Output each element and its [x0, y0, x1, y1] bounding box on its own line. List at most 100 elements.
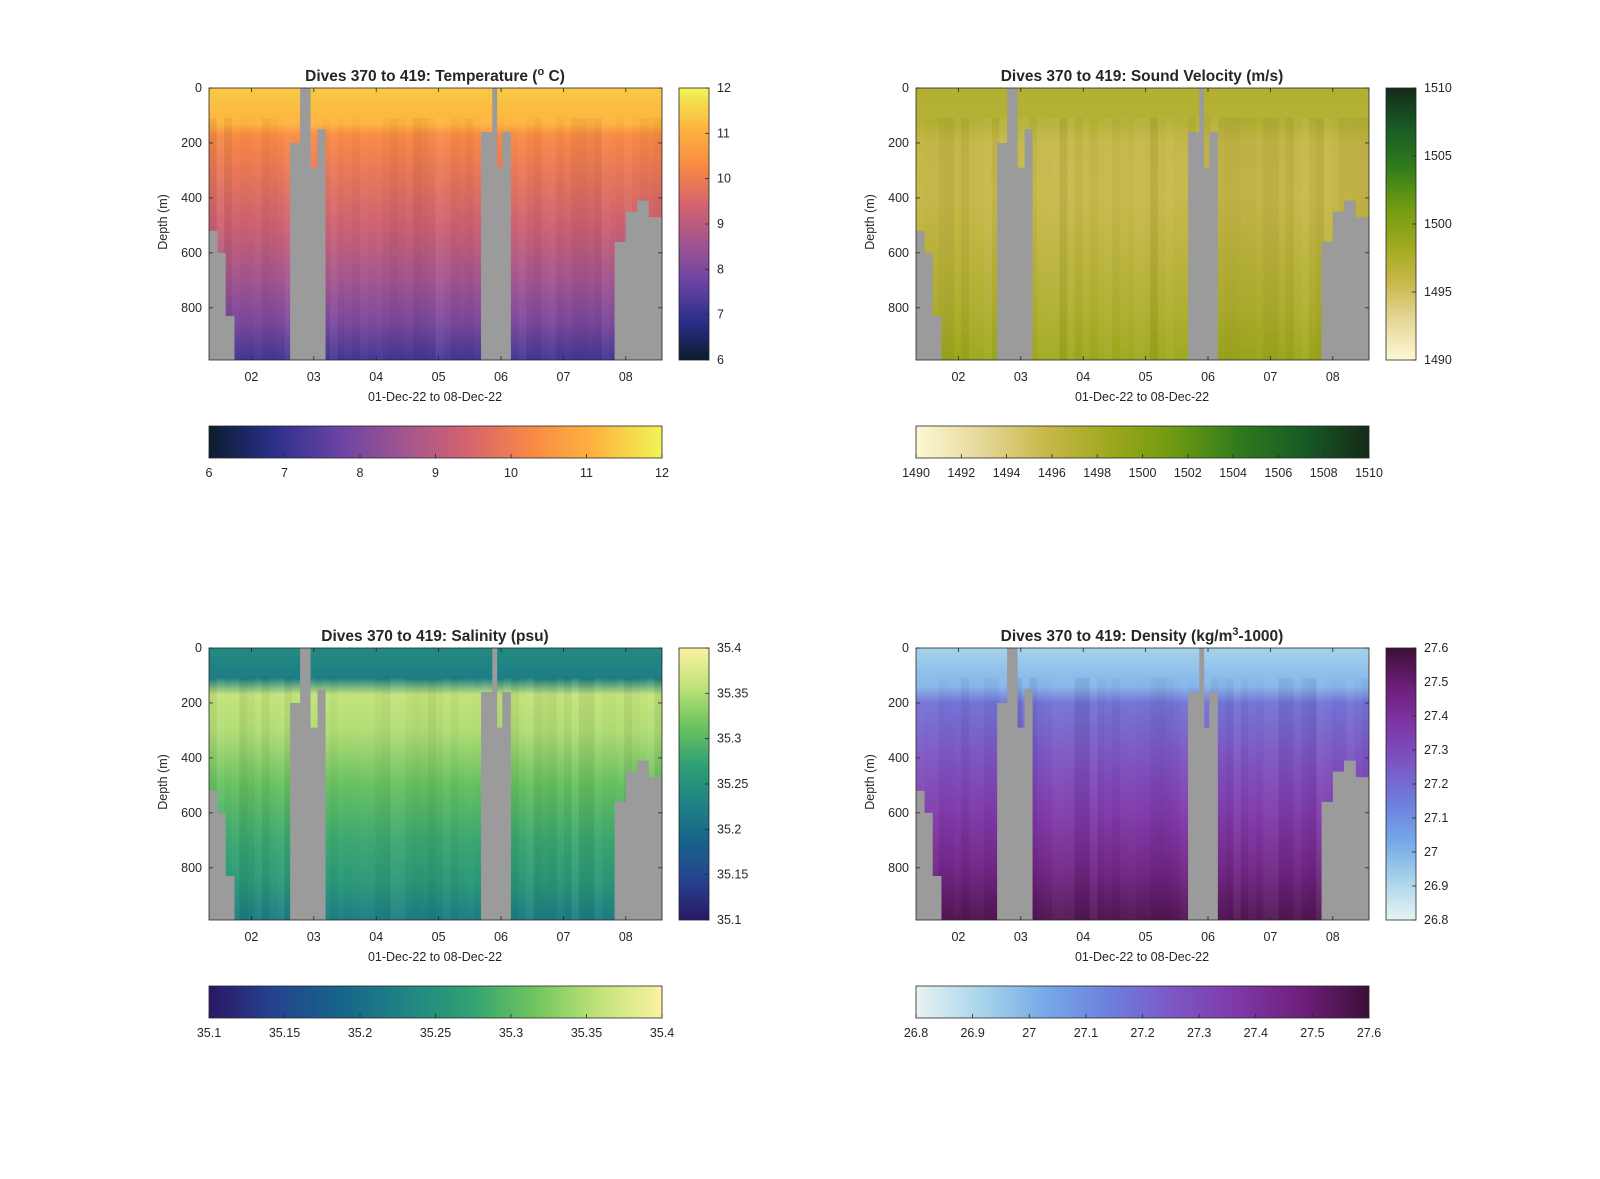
sound-velocity-x-tick-label: 02: [951, 370, 965, 384]
salinity-colorbar-right-tick-label: 35.1: [717, 913, 741, 927]
density-colorbar-bottom-tick-label: 27: [1022, 1026, 1036, 1040]
sound-velocity-colorbar-bottom-tick-label: 1510: [1355, 466, 1383, 480]
salinity-x-tick-label: 07: [556, 930, 570, 944]
salinity-nodata-gap: [648, 777, 663, 920]
salinity-x-tick-label: 06: [494, 930, 508, 944]
temperature-dive-column: [571, 118, 580, 360]
salinity-dive-column: [360, 678, 368, 920]
sound-velocity-dive-column: [1173, 118, 1181, 360]
sound-velocity-nodata-gap: [1332, 211, 1345, 360]
salinity-dive-column: [548, 678, 557, 920]
salinity-nodata-gap: [317, 689, 326, 920]
density-dive-column: [1120, 678, 1128, 920]
heatmap-density: 02 03 04 05 06 07 08 0 200 400 600 800 27.6 27.5 27.4 2…: [888, 641, 1448, 1040]
salinity-nodata-gap: [225, 876, 235, 920]
temperature-dive-column: [398, 118, 406, 360]
salinity-nodata-gap: [481, 691, 493, 920]
sound-velocity-dive-column: [1158, 118, 1166, 360]
salinity-colorbar-bottom: [208, 985, 663, 1019]
salinity-colorbar-bottom-tick-label: 35.35: [571, 1026, 602, 1040]
temperature-colorbar-right-tick-label: 7: [717, 308, 724, 322]
temperature-dive-column: [541, 118, 549, 360]
sound-velocity-nodata-gap: [924, 252, 933, 360]
density-y-tick-label: 200: [888, 696, 909, 710]
density-nodata-gap: [1007, 648, 1018, 920]
temperature-nodata-gap: [300, 88, 311, 360]
salinity-nodata-gap: [625, 771, 638, 920]
sound-velocity-x-tick-label: 05: [1139, 370, 1153, 384]
temperature-y-tick-label: 200: [181, 136, 202, 150]
density-dive-column: [1105, 678, 1113, 920]
density-colorbar-right-tick-label: 27.2: [1424, 777, 1448, 791]
salinity-x-tick-label: 08: [619, 930, 633, 944]
salinity-colorbar-bottom-tick-label: 35.3: [499, 1026, 523, 1040]
temperature-dive-column: [587, 118, 595, 360]
sound-velocity-colorbar-bottom-tick-label: 1500: [1129, 466, 1157, 480]
density-y-tick-label: 600: [888, 806, 909, 820]
density-nodata-gap: [1209, 691, 1218, 920]
density-dive-column: [1044, 678, 1052, 920]
temperature-dive-column: [578, 118, 587, 360]
salinity-dive-column: [276, 678, 285, 920]
temperature-dive-column: [269, 118, 277, 360]
temperature-dive-column: [534, 118, 542, 360]
sound-velocity-x-tick-label: 07: [1263, 370, 1277, 384]
temperature-dive-columns: [209, 118, 633, 360]
density-dive-column: [1029, 678, 1038, 920]
salinity-colorbar-right-tick-label: 35.2: [717, 822, 741, 836]
density-dive-column: [1256, 678, 1264, 920]
sound-velocity-y-tick-label: 200: [888, 136, 909, 150]
temperature-dive-column: [518, 118, 527, 360]
salinity-dive-column: [375, 678, 383, 920]
x-axis-label-sound-velocity: 01-Dec-22 to 08-Dec-22: [1075, 390, 1209, 404]
density-field: [916, 648, 1369, 920]
sound-velocity-dive-column: [946, 118, 955, 360]
salinity-nodata-gap: [310, 727, 319, 920]
salinity-y-tick-label: 800: [181, 861, 202, 875]
temperature-dive-column: [383, 118, 391, 360]
sound-velocity-x-tick-label: 04: [1076, 370, 1090, 384]
salinity-nodata-gap: [217, 812, 226, 920]
sound-velocity-dive-column: [1112, 118, 1120, 360]
salinity-colorbar-right-tick-label: 35.4: [717, 641, 741, 655]
salinity-dive-column: [269, 678, 277, 920]
sound-velocity-colorbar-right-tick-label: 1490: [1424, 353, 1452, 367]
temperature-nodata-gap: [290, 142, 301, 360]
salinity-dive-column: [458, 678, 466, 920]
density-nodata-gap: [932, 876, 942, 920]
temperature-x-tick-label: 06: [494, 370, 508, 384]
salinity-colorbar-bottom-tick-label: 35.2: [348, 1026, 372, 1040]
sound-velocity-colorbar-right: [1385, 87, 1417, 361]
temperature-dive-column: [239, 118, 247, 360]
salinity-nodata-gap: [492, 648, 498, 920]
salinity-colorbar-right-tick-label: 35.25: [717, 777, 748, 791]
temperature-axes-box: [208, 87, 663, 361]
density-dive-column: [1248, 678, 1256, 920]
salinity-x-tick-label: 02: [244, 930, 258, 944]
sound-velocity-dive-column: [1270, 118, 1279, 360]
heatmap-salinity: 02 03 04 05 06 07 08 0 200 400 600 800 35.4 35.35 35.3…: [181, 641, 748, 1040]
temperature-x-tick-label: 02: [244, 370, 258, 384]
temperature-colorbar-bottom-tick-label: 6: [206, 466, 213, 480]
salinity-dive-column: [443, 678, 451, 920]
density-colorbar-right: [1385, 647, 1417, 921]
density-x-tick-label: 02: [951, 930, 965, 944]
sound-velocity-nodata-gap: [1203, 167, 1210, 360]
salinity-dive-column: [284, 678, 293, 920]
sound-velocity-dive-column: [1051, 118, 1060, 360]
salinity-dive-column: [368, 678, 376, 920]
density-dive-column: [954, 678, 962, 920]
density-dive-column: [1226, 678, 1234, 920]
sound-velocity-dive-column: [1278, 118, 1286, 360]
density-nodata-gaps: [916, 648, 1370, 920]
temperature-colorbar-right-tick-label: 8: [717, 262, 724, 276]
density-colorbar-bottom-tick-label: 27.1: [1074, 1026, 1098, 1040]
density-colorbar-right-tick-label: 27.6: [1424, 641, 1448, 655]
temperature-nodata-gap: [217, 252, 226, 360]
salinity-nodata-gap: [637, 760, 649, 920]
density-nodata-gap: [1321, 801, 1334, 920]
salinity-dive-column: [405, 678, 413, 920]
y-axis-label-salinity: Depth (m): [156, 754, 170, 810]
density-nodata-gap: [1199, 648, 1205, 920]
x-axis-label-salinity: 01-Dec-22 to 08-Dec-22: [368, 950, 502, 964]
